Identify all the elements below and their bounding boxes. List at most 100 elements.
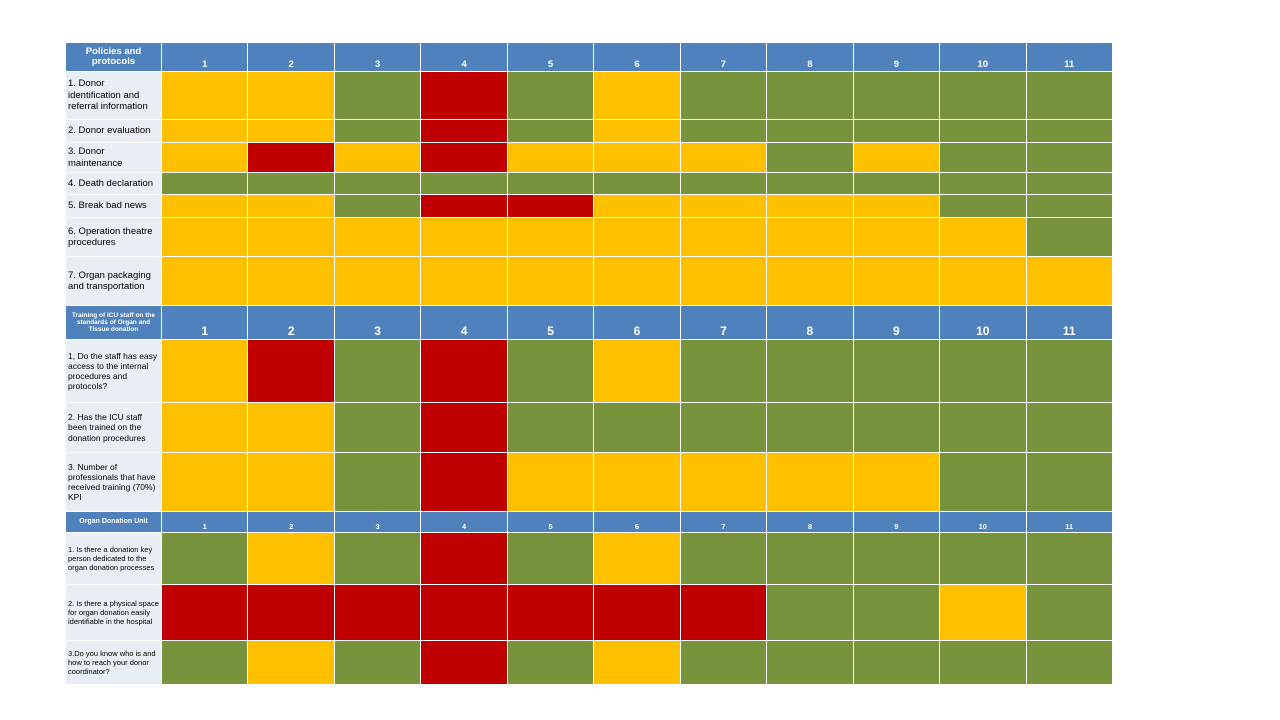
status-cell	[421, 453, 507, 511]
status-cell	[853, 403, 940, 452]
column-header: 2	[248, 43, 334, 71]
status-cell	[248, 257, 334, 305]
column-header: 8	[767, 512, 853, 532]
status-cell	[248, 218, 334, 256]
status-cell	[334, 453, 421, 511]
status-cell	[421, 143, 507, 172]
table-row: 2. Has the ICU staff been trained on the…	[66, 403, 1112, 452]
status-cell	[940, 218, 1026, 256]
status-cell	[594, 585, 680, 640]
status-cell	[162, 403, 248, 452]
status-cell	[248, 120, 334, 142]
status-cell	[680, 453, 767, 511]
status-cell	[1026, 72, 1112, 119]
status-cell	[507, 585, 594, 640]
column-header: 7	[680, 43, 767, 71]
status-cell	[594, 72, 680, 119]
status-cell	[853, 533, 940, 584]
status-cell	[594, 173, 680, 194]
column-header: 1	[162, 306, 248, 339]
status-cell	[421, 72, 507, 119]
status-cell	[1026, 195, 1112, 217]
status-cell	[421, 585, 507, 640]
status-cell	[421, 173, 507, 194]
status-cell	[248, 403, 334, 452]
status-cell	[507, 403, 594, 452]
column-header: 5	[507, 43, 594, 71]
status-cell	[940, 585, 1026, 640]
status-cell	[334, 340, 421, 402]
status-cell	[1026, 641, 1112, 684]
status-cell	[1026, 340, 1112, 402]
status-cell	[594, 120, 680, 142]
column-header: 11	[1026, 43, 1112, 71]
status-cell	[421, 120, 507, 142]
table-row: 1, Do the staff has easy access to the i…	[66, 340, 1112, 402]
status-cell	[1026, 218, 1112, 256]
status-cell	[334, 120, 421, 142]
row-label: 3. Number of professionals that have rec…	[66, 453, 161, 511]
status-cell	[334, 72, 421, 119]
column-header: 8	[767, 43, 853, 71]
status-cell	[507, 143, 594, 172]
status-cell	[594, 143, 680, 172]
status-cell	[767, 533, 853, 584]
table-row: 3. Donor maintenance	[66, 143, 1112, 172]
section-header: Training of ICU staff on the standards o…	[66, 306, 1112, 339]
status-cell	[248, 641, 334, 684]
row-label: 1. Is there a donation key person dedica…	[66, 533, 161, 584]
status-cell	[421, 195, 507, 217]
table-row: 3. Number of professionals that have rec…	[66, 453, 1112, 511]
status-cell	[334, 585, 421, 640]
status-cell	[853, 120, 940, 142]
column-header: 9	[853, 306, 940, 339]
table-row: 1. Is there a donation key person dedica…	[66, 533, 1112, 584]
status-cell	[680, 533, 767, 584]
status-cell	[334, 641, 421, 684]
status-cell	[853, 173, 940, 194]
status-cell	[334, 257, 421, 305]
column-header: 8	[767, 306, 853, 339]
status-cell	[853, 257, 940, 305]
column-header: 10	[940, 512, 1026, 532]
status-cell	[162, 340, 248, 402]
column-header: 2	[248, 306, 334, 339]
column-header: 11	[1026, 512, 1112, 532]
status-cell	[594, 218, 680, 256]
status-cell	[1026, 120, 1112, 142]
status-cell	[248, 453, 334, 511]
row-label: 3.Do you know who is and how to reach yo…	[66, 641, 161, 684]
section-header: Organ Donation Unit 1 2 3 4 5 6 7 8 9 10…	[66, 512, 1112, 532]
column-header: 1	[162, 43, 248, 71]
status-cell	[680, 257, 767, 305]
section-training: Training of ICU staff on the standards o…	[66, 306, 1112, 511]
status-cell	[767, 195, 853, 217]
row-label: 1, Do the staff has easy access to the i…	[66, 340, 161, 402]
status-cell	[421, 340, 507, 402]
column-header: 5	[507, 306, 594, 339]
row-label: 2. Donor evaluation	[66, 120, 161, 142]
status-cell	[940, 453, 1026, 511]
status-cell	[680, 173, 767, 194]
status-cell	[162, 218, 248, 256]
row-label: 4. Death declaration	[66, 173, 161, 194]
status-cell	[767, 641, 853, 684]
column-header: 6	[594, 43, 680, 71]
status-cell	[767, 218, 853, 256]
status-cell	[853, 340, 940, 402]
status-cell	[940, 120, 1026, 142]
row-label: 1. Donor identification and referral inf…	[66, 72, 161, 119]
row-label: 5. Break bad news	[66, 195, 161, 217]
column-header: 11	[1026, 306, 1112, 339]
status-cell	[162, 641, 248, 684]
status-cell	[1026, 533, 1112, 584]
column-header: 7	[680, 306, 767, 339]
status-cell	[248, 173, 334, 194]
status-cell	[853, 453, 940, 511]
status-cell	[853, 143, 940, 172]
status-cell	[767, 585, 853, 640]
status-cell	[334, 218, 421, 256]
status-cell	[940, 173, 1026, 194]
status-cell	[162, 533, 248, 584]
status-cell	[594, 453, 680, 511]
